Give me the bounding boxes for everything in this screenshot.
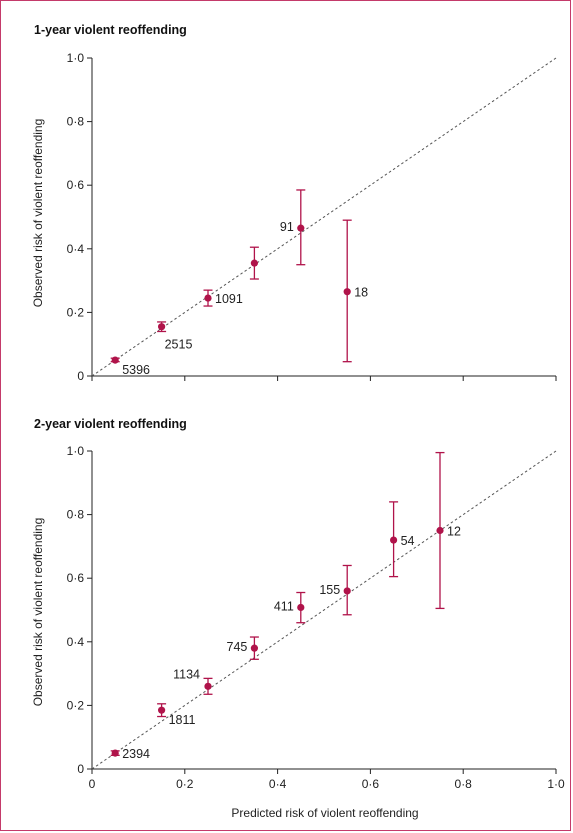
data-point xyxy=(390,536,398,544)
y-tick-label: 1·0 xyxy=(67,51,85,65)
data-label: 18 xyxy=(354,286,368,300)
data-point xyxy=(343,587,351,595)
data-point xyxy=(250,644,258,652)
data-label: 91 xyxy=(280,220,294,234)
data-label: 5396 xyxy=(122,363,150,377)
x-tick-label: 1·0 xyxy=(547,777,565,791)
x-tick-label: 0·8 xyxy=(455,777,473,791)
data-label: 12 xyxy=(447,525,461,539)
data-point xyxy=(111,749,119,757)
x-tick-label: 0 xyxy=(89,777,96,791)
data-point xyxy=(343,288,351,296)
panel-1-y-axis-label: Observed risk of violent reoffending xyxy=(31,119,45,308)
data-point xyxy=(158,323,166,331)
reference-line xyxy=(91,450,557,770)
x-axis-label: Predicted risk of violent reoffending xyxy=(231,806,418,820)
y-tick-label: 0·4 xyxy=(67,242,85,256)
y-tick-label: 0·2 xyxy=(67,698,85,712)
x-tick-label: 0·6 xyxy=(362,777,380,791)
reference-line xyxy=(91,57,557,377)
y-tick-label: 0 xyxy=(77,369,84,383)
y-tick-label: 0·8 xyxy=(67,115,85,129)
data-label: 2394 xyxy=(122,747,150,761)
data-point xyxy=(436,526,444,535)
panel-2-y-axis-label: Observed risk of violent reoffending xyxy=(31,518,45,707)
data-label: 1811 xyxy=(169,713,196,727)
data-label: 1134 xyxy=(173,667,200,681)
y-tick-label: 0·8 xyxy=(67,508,85,522)
data-label: 1091 xyxy=(215,292,243,306)
panel-1-title: 1-year violent reoffending xyxy=(34,23,187,37)
data-point xyxy=(297,603,305,612)
data-point xyxy=(204,294,212,302)
panel-1: 0 0·2 0·4 0·6 0·8 1·0 5396 2515 1091 91 18 xyxy=(67,51,557,383)
y-tick-label: 0 xyxy=(77,762,84,776)
panel-2: 0 0·2 0·4 0·6 0·8 1·0 0 0·2 0·4 0·6 0·8 1·0 2394 1811… xyxy=(67,444,565,791)
data-point xyxy=(297,224,305,232)
panel-2-title: 2-year violent reoffending xyxy=(34,417,187,431)
data-label: 745 xyxy=(227,640,248,654)
y-tick-label: 0·6 xyxy=(67,571,85,585)
y-tick-label: 0·6 xyxy=(67,178,85,192)
data-label: 2515 xyxy=(165,338,193,352)
x-tick-label: 0·4 xyxy=(269,777,287,791)
data-point xyxy=(111,356,119,364)
data-point xyxy=(204,682,212,690)
y-tick-label: 0·2 xyxy=(67,305,85,319)
x-tick-label: 0·2 xyxy=(176,777,194,791)
data-point xyxy=(250,259,258,267)
data-label: 155 xyxy=(319,583,340,597)
y-tick-label: 1·0 xyxy=(67,444,85,458)
data-point xyxy=(158,706,166,714)
data-label: 411 xyxy=(274,599,294,613)
y-tick-label: 0·4 xyxy=(67,635,85,649)
data-label: 54 xyxy=(401,534,415,548)
